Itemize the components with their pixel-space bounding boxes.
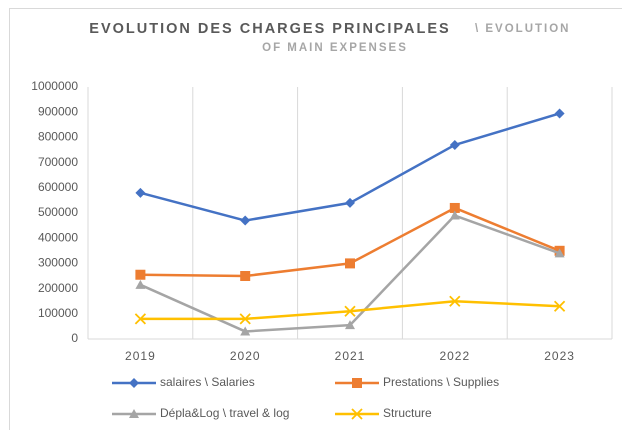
marker bbox=[344, 305, 356, 317]
y-tick-label: 1000000 bbox=[31, 79, 78, 93]
y-tick-label: 800000 bbox=[38, 130, 78, 144]
legend-label: Prestations \ Supplies bbox=[383, 375, 499, 389]
y-tick-label: 700000 bbox=[38, 155, 78, 169]
marker bbox=[449, 202, 460, 213]
marker bbox=[345, 258, 355, 269]
y-tick-label: 200000 bbox=[38, 281, 78, 295]
legend-label: salaires \ Salaries bbox=[160, 375, 255, 389]
marker bbox=[351, 408, 363, 420]
marker bbox=[554, 108, 565, 119]
marker bbox=[135, 187, 146, 198]
y-tick-label: 400000 bbox=[38, 230, 78, 244]
marker bbox=[449, 139, 460, 150]
marker bbox=[129, 409, 139, 418]
chart-subtitle-b: OF MAIN EXPENSES bbox=[262, 42, 408, 54]
marker bbox=[135, 269, 146, 280]
marker bbox=[352, 378, 362, 388]
x-tick-label: 2023 bbox=[544, 349, 575, 363]
chart-subtitle-a: \ EVOLUTION bbox=[475, 23, 570, 35]
y-tick-label: 100000 bbox=[38, 306, 78, 320]
x-tick-label: 2019 bbox=[125, 349, 156, 363]
marker bbox=[240, 326, 251, 336]
marker bbox=[449, 210, 460, 220]
marker bbox=[135, 279, 146, 289]
legend-label: Dépla&Log \ travel & log bbox=[160, 406, 289, 420]
marker bbox=[239, 313, 251, 325]
y-tick-label: 500000 bbox=[38, 205, 78, 219]
y-tick-label: 900000 bbox=[38, 104, 78, 118]
chart-title: EVOLUTION DES CHARGES PRINCIPALES bbox=[89, 21, 450, 37]
y-tick-label: 600000 bbox=[38, 180, 78, 194]
marker bbox=[554, 248, 565, 258]
marker bbox=[345, 320, 355, 330]
marker bbox=[449, 295, 461, 307]
marker bbox=[553, 300, 566, 312]
x-tick-label: 2021 bbox=[335, 349, 366, 363]
chart-frame bbox=[9, 8, 622, 430]
marker bbox=[134, 313, 147, 325]
x-tick-label: 2022 bbox=[439, 349, 470, 363]
y-tick-label: 300000 bbox=[38, 256, 78, 270]
marker bbox=[345, 197, 355, 208]
y-tick-label: 0 bbox=[71, 331, 78, 345]
marker bbox=[129, 378, 139, 388]
x-tick-label: 2020 bbox=[230, 349, 261, 363]
marker bbox=[240, 215, 251, 226]
marker bbox=[240, 271, 251, 281]
legend-label: Structure bbox=[383, 406, 432, 420]
